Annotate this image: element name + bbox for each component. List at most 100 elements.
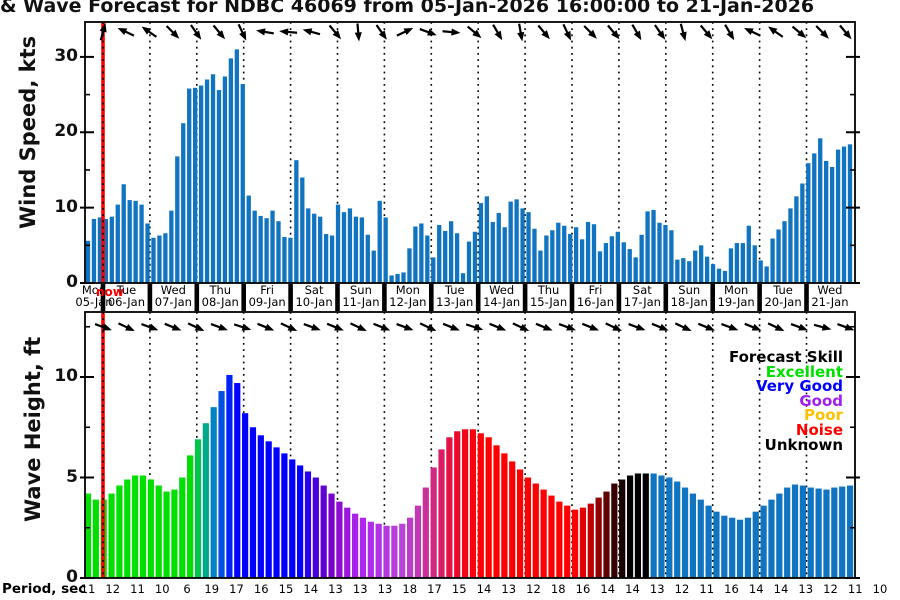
wind-bar [163,233,168,283]
direction-arrow-icon [279,28,298,36]
day-date: 18-Jan [670,295,708,309]
wave-bar [132,475,139,578]
wave-bar [406,517,414,578]
wave-bar [736,519,744,578]
wind-bar [300,177,305,283]
wind-bar [234,49,239,283]
wind-bar [490,221,495,283]
direction-arrow-icon [607,24,620,40]
direction-arrow-icon [724,24,735,41]
direction-arrow-icon [721,323,739,331]
wave-axis-ticks [80,325,860,579]
direction-arrow-icon [651,322,669,331]
wind-bar [228,58,234,283]
wave-bar [383,525,390,578]
wave-bar [564,505,571,578]
wave-bar [422,487,429,578]
wind-bar [782,221,787,283]
direction-arrow-icon [396,323,414,331]
wave-bar [304,471,312,578]
period-value: 12 [823,582,838,596]
day-name: Wed [160,283,186,297]
day-name: Thu [209,283,232,297]
direction-arrow-icon [679,23,687,42]
wave-bar [509,461,516,578]
direction-arrow-icon [466,25,482,39]
wave-bar [846,485,854,578]
wind-bar [657,222,662,283]
wave-bar [108,493,115,578]
period-value: 14 [600,582,616,596]
direction-arrow-icon [837,323,855,331]
wave-bar [642,473,649,578]
direction-arrow-icon [375,24,387,40]
period-value: 11 [130,582,145,596]
wave-bar [705,505,712,578]
period-value: 18 [402,582,418,596]
day-name: Fri [588,283,603,297]
period-value: 11 [80,582,96,596]
date-label: Thu 15-Jan [519,284,579,308]
wind-bar [365,234,370,283]
wave-bar [312,477,319,578]
wind-bar [103,218,109,283]
direction-arrow-icon [442,322,460,331]
wind-bar [419,223,424,283]
wind-bar [371,250,376,283]
wave-bar [273,447,280,578]
wind-bar [85,240,91,283]
wind-bar [728,248,734,283]
period-value: 11 [699,582,715,596]
wave-bar [571,509,579,578]
direction-arrow-icon [419,28,437,36]
wind-bar [603,243,609,283]
day-date: 06-Jan [107,295,146,309]
legend-title: Forecast Skill [728,348,843,366]
wave-bar [461,429,469,578]
y-tick-label: 20 [54,121,78,142]
day-name: Tue [444,283,465,297]
wave-panel-border [84,311,856,579]
wave-bar [249,427,257,578]
direction-arrow-icon [535,322,553,331]
period-value: 16 [575,582,591,596]
direction-arrow-icon [350,322,367,332]
day-name: Wed [817,283,843,297]
wind-bar [264,218,269,283]
period-value: 16 [724,582,739,596]
period-value: 13 [649,582,665,596]
wave-bar [729,517,736,578]
wind-bar [395,273,400,283]
period-value: 12 [526,582,541,596]
date-label: Mon 05-Jan [64,284,124,308]
wave-bar [116,485,123,578]
wind-bar [198,85,204,283]
wind-bar [687,261,692,283]
wind-bar [556,222,561,283]
day-name: Sat [632,283,652,297]
wind-bar [145,223,150,283]
period-value: 14 [625,582,640,596]
wind-bar [139,204,144,283]
wave-bar [289,459,296,578]
direction-arrow-icon [465,323,484,331]
y-tick-label: 0 [66,567,78,587]
wind-bar [353,216,359,283]
direction-arrow-icon [280,322,298,332]
wave-bar [155,485,162,578]
wind-bar [532,228,537,283]
wind-bar [466,241,472,283]
wave-bar [752,511,759,578]
wind-bar [770,238,775,283]
wave-bar [540,489,547,578]
date-label: Sat 17-Jan [612,284,672,308]
legend-entry-very-good: Very Good [755,377,843,396]
date-label: Mon 19-Jan [706,284,766,308]
wind-bar [127,200,132,283]
wind-bar [841,146,847,283]
wind-bar [306,208,311,283]
wind-bar [752,245,757,283]
wave-bar [493,445,500,578]
wave-bar [359,517,367,578]
